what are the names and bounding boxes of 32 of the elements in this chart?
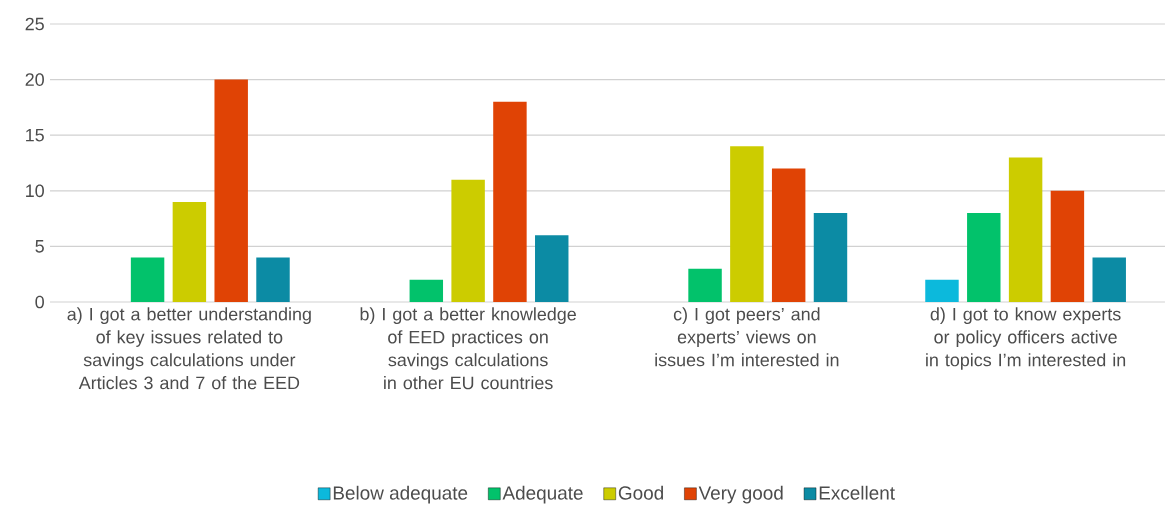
- bar: [214, 79, 248, 302]
- legend-label: Below adequate: [333, 485, 468, 504]
- bar: [771, 168, 806, 302]
- bar: [256, 257, 290, 302]
- legend-label: Very good: [698, 485, 783, 504]
- y-tick-label: 5: [35, 240, 44, 253]
- bar: [493, 101, 527, 302]
- bar: [172, 201, 207, 302]
- bar: [130, 257, 165, 302]
- bar: [409, 279, 444, 302]
- bar: [813, 213, 848, 302]
- bar: [535, 235, 569, 302]
- legend-label: Good: [618, 485, 663, 500]
- bar: [925, 279, 959, 302]
- bar: [1092, 257, 1126, 302]
- x-tick-label: d) I got to know experts or policy officers active in topics I’m interested in: [926, 307, 1126, 370]
- y-tick-label: 10: [26, 184, 44, 198]
- bar: [451, 179, 485, 302]
- x-tick-label: a) I got a better understanding of key issues related to savings calculations under Articles 3 and 7 of the EED: [67, 307, 311, 390]
- legend-label: Excellent: [819, 485, 895, 500]
- y-tick-label: 0: [35, 295, 44, 309]
- y-tick-label: 15: [26, 128, 44, 142]
- x-tick-label: c) I got peers’ and experts’ views on issues I’m interested in: [655, 307, 839, 367]
- bar: [967, 213, 1001, 302]
- legend-label: Adequate: [502, 485, 583, 504]
- bar: [1008, 157, 1043, 302]
- y-tick-label: 20: [25, 73, 44, 86]
- x-tick-label: b) I got a better knowledge of EED practices on savings calculations in other EU countries: [360, 307, 576, 390]
- bar: [1050, 190, 1085, 302]
- bar: [730, 146, 764, 302]
- y-tick-label: 25: [25, 17, 44, 31]
- bar: [688, 268, 722, 302]
